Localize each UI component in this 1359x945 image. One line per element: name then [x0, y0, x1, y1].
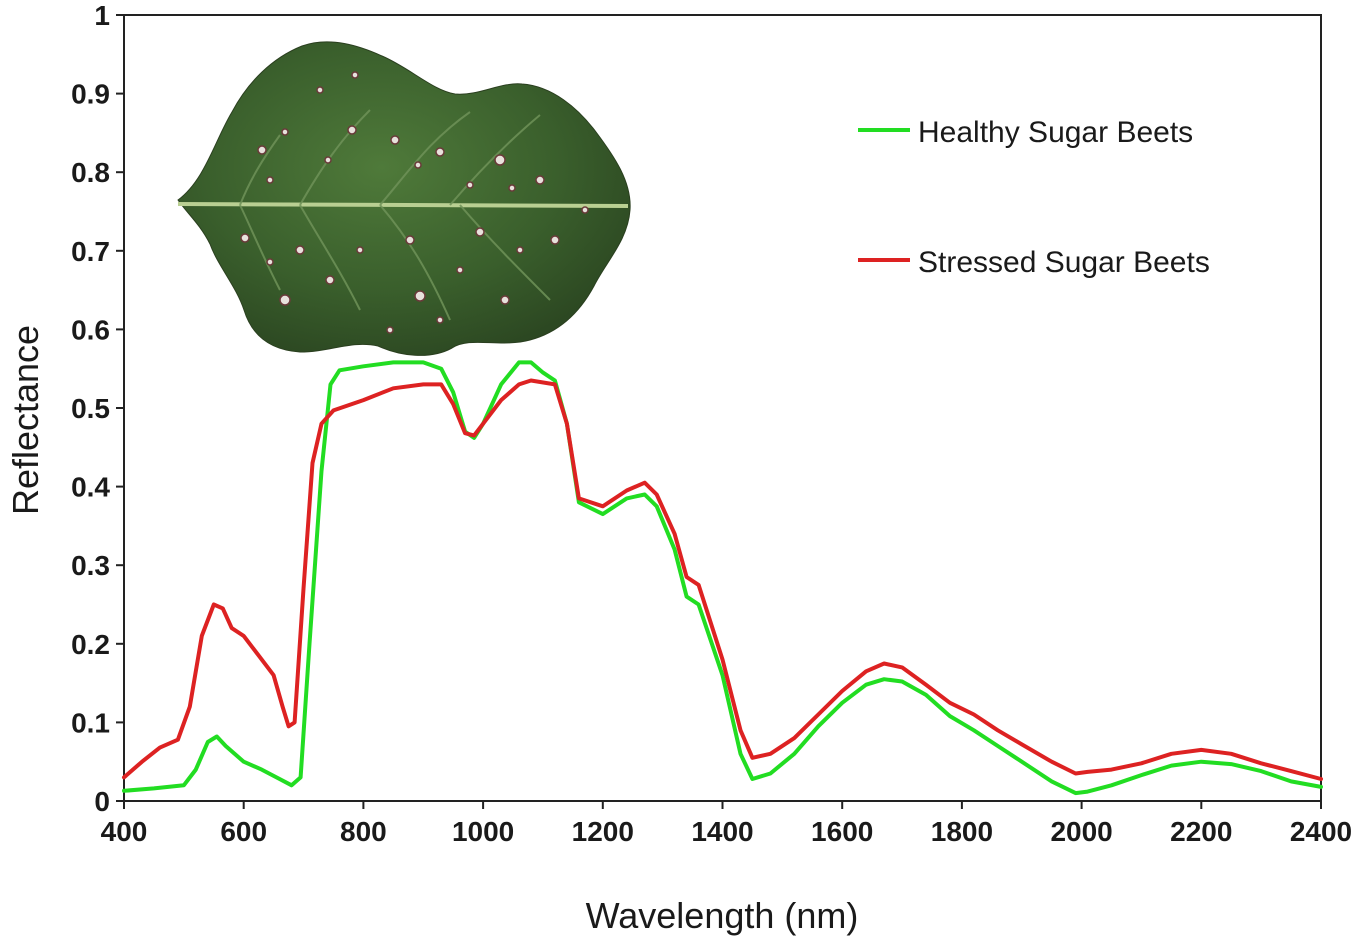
x-tick-label: 2400: [1290, 816, 1352, 847]
x-tick-label: 1800: [931, 816, 993, 847]
y-axis-title: Reflectance: [5, 325, 46, 515]
sugar-beet-leaf-image: [177, 41, 631, 356]
legend-label-stressed: Stressed Sugar Beets: [918, 246, 1210, 279]
x-tick-label: 1400: [691, 816, 753, 847]
y-tick-label: 0.3: [71, 550, 110, 581]
x-tick-label: 1000: [452, 816, 514, 847]
series-line-healthy-sugar-beets: [122, 360, 1323, 796]
y-tick-label: 0.7: [71, 236, 110, 267]
legend-label-healthy: Healthy Sugar Beets: [918, 116, 1193, 149]
x-tick-label: 600: [220, 816, 267, 847]
y-tick-label: 0: [94, 786, 110, 817]
x-tick-label: 2200: [1170, 816, 1232, 847]
x-tick-label: 2000: [1050, 816, 1112, 847]
y-tick-label: 0.6: [71, 314, 110, 345]
y-tick-label: 0.5: [71, 393, 110, 424]
x-tick-label: 800: [340, 816, 387, 847]
series-line-stressed-sugar-beets: [122, 378, 1323, 781]
y-tick-label: 1: [94, 0, 110, 31]
y-tick-label: 0.9: [71, 79, 110, 110]
y-tick-label: 0.8: [71, 157, 110, 188]
y-tick-label: 0.2: [71, 629, 110, 660]
y-tick-label: 0.4: [71, 472, 110, 503]
x-tick-label: 400: [101, 816, 148, 847]
x-tick-label: 1200: [572, 816, 634, 847]
y-tick-label: 0.1: [71, 707, 110, 738]
x-tick-label: 1600: [811, 816, 873, 847]
x-axis-title: Wavelength (nm): [586, 895, 859, 936]
legend: Healthy Sugar Beets Stressed Sugar Beets: [858, 116, 1210, 279]
